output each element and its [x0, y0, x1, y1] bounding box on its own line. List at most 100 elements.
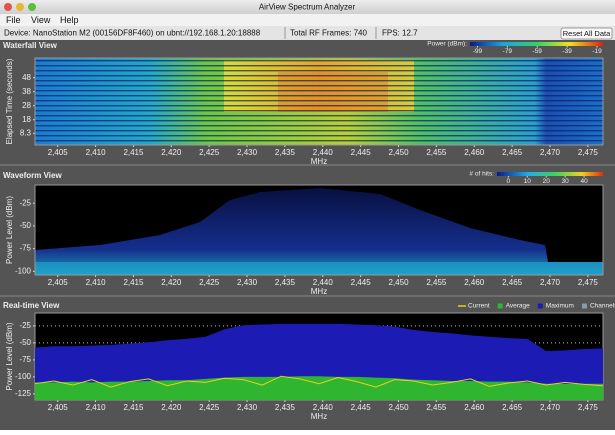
window-title: AirView Spectrum Analyzer [259, 3, 356, 12]
x-tick-label: 2,470 [540, 403, 561, 412]
colorbar-tick-label: -79 [503, 48, 513, 55]
x-axis-label: MHz [311, 287, 327, 296]
waveform-density [35, 188, 603, 275]
reset-button-label[interactable]: Reset All Data [563, 29, 611, 38]
x-tick-label: 2,450 [389, 403, 410, 412]
waterfall-stripes [35, 58, 603, 145]
x-tick-label: 2,455 [426, 403, 447, 412]
y-tick-label: 28 [22, 101, 31, 110]
panel-title: Waveform View [3, 171, 62, 180]
legend-swatch [537, 303, 543, 309]
x-tick-label: 2,415 [123, 403, 144, 412]
line [34, 375, 604, 388]
x-tick-label: 2,405 [48, 403, 69, 412]
x-tick-label: 2,460 [464, 278, 485, 287]
legend-label: # of hits: [469, 171, 494, 178]
legend-label: Power (dBm): [427, 41, 467, 48]
colorbar-tick-label: -59 [533, 48, 543, 55]
x-tick-label: 2,410 [86, 278, 107, 287]
x-tick-label: 2,405 [48, 278, 69, 287]
x-axis-label: MHz [311, 412, 327, 421]
reset-button[interactable] [560, 27, 613, 40]
x-tick-label: 2,425 [199, 278, 220, 287]
x-tick-label: 2,465 [502, 403, 523, 412]
plot-frame [34, 57, 604, 146]
x-tick-label: 2,425 [199, 403, 220, 412]
colorbar [470, 42, 603, 46]
x-tick-label: 2,465 [502, 148, 523, 157]
x-tick-label: 2,460 [464, 403, 485, 412]
x-tick-label: 2,430 [237, 278, 258, 287]
colorbar-tick-label: 10 [524, 178, 532, 185]
x-axis-label: MHz [311, 157, 327, 166]
menu-item[interactable]: Help [60, 15, 79, 25]
y-tick-label: -50 [19, 338, 31, 347]
x-tick-label: 2,475 [578, 148, 599, 157]
x-tick-label: 2,420 [161, 278, 182, 287]
x-tick-label: 2,420 [161, 403, 182, 412]
minimize-button[interactable] [16, 3, 24, 11]
x-tick-label: 2,440 [313, 403, 334, 412]
x-tick-label: 2,405 [48, 148, 69, 157]
colorbar-tick-label: 0 [507, 178, 511, 185]
x-tick-label: 2,455 [426, 148, 447, 157]
x-tick-label: 2,440 [313, 148, 334, 157]
frame-count: Total RF Frames: 740 [290, 29, 367, 38]
x-tick-label: 2,450 [389, 278, 410, 287]
x-tick-label: 2,475 [578, 403, 599, 412]
y-tick-label: -100 [15, 372, 32, 381]
y-tick-label: -125 [15, 389, 32, 398]
y-tick-label: 18 [22, 115, 31, 124]
device-info: Device: NanoStation M2 (00156DF8F460) on… [4, 29, 261, 38]
menu-bar [0, 14, 615, 26]
y-tick-label: -25 [19, 321, 31, 330]
y-tick-label: -50 [19, 221, 31, 230]
x-tick-label: 2,410 [86, 148, 107, 157]
colorbar-tick-label: 40 [580, 178, 588, 185]
close-button[interactable] [4, 3, 12, 11]
x-tick-label: 2,455 [426, 278, 447, 287]
x-tick-label: 2,435 [275, 403, 296, 412]
x-tick-label: 2,435 [275, 148, 296, 157]
legend-label: Average [506, 303, 530, 310]
x-tick-label: 2,445 [351, 278, 372, 287]
y-axis-label: Power Level (dBm) [5, 322, 14, 390]
x-tick-label: 2,430 [237, 148, 258, 157]
x-tick-label: 2,470 [540, 278, 561, 287]
x-tick-label: 2,410 [86, 403, 107, 412]
y-tick-label: -75 [19, 355, 31, 364]
x-tick-label: 2,470 [540, 148, 561, 157]
y-tick-label: -25 [19, 198, 31, 207]
legend-swatch [497, 303, 503, 309]
y-tick-label: 8.3 [20, 128, 32, 137]
x-tick-label: 2,445 [351, 148, 372, 157]
y-tick-label: -75 [19, 244, 31, 253]
title-bar [0, 0, 615, 14]
panel-title: Real-time View [3, 301, 60, 310]
x-tick-label: 2,445 [351, 403, 372, 412]
legend-swatch [581, 303, 587, 309]
legend-label: Channels [590, 303, 615, 310]
menu-item[interactable]: File [6, 15, 21, 25]
waveform-noise-floor [35, 262, 603, 275]
fps: FPS: 12.7 [382, 29, 418, 38]
y-axis-label: Power Level (dBm) [5, 196, 14, 264]
legend-label: Current [468, 303, 490, 310]
zoom-button[interactable] [28, 3, 36, 11]
colorbar [497, 172, 603, 176]
colorbar-tick-label: 30 [562, 178, 570, 185]
y-tick-label: -100 [15, 266, 32, 275]
colorbar-tick-label: -19 [592, 48, 602, 55]
plot-frame [34, 184, 604, 276]
panel-title: Waterfall View [3, 41, 58, 50]
menu-item[interactable]: View [31, 15, 51, 25]
x-tick-label: 2,450 [389, 148, 410, 157]
area [35, 376, 603, 400]
y-axis-label: Elapsed Time (seconds) [5, 58, 14, 144]
x-tick-label: 2,430 [237, 403, 258, 412]
x-tick-label: 2,460 [464, 148, 485, 157]
legend-label: Maximum [546, 303, 574, 310]
status-bar [0, 26, 615, 40]
x-tick-label: 2,425 [199, 148, 220, 157]
